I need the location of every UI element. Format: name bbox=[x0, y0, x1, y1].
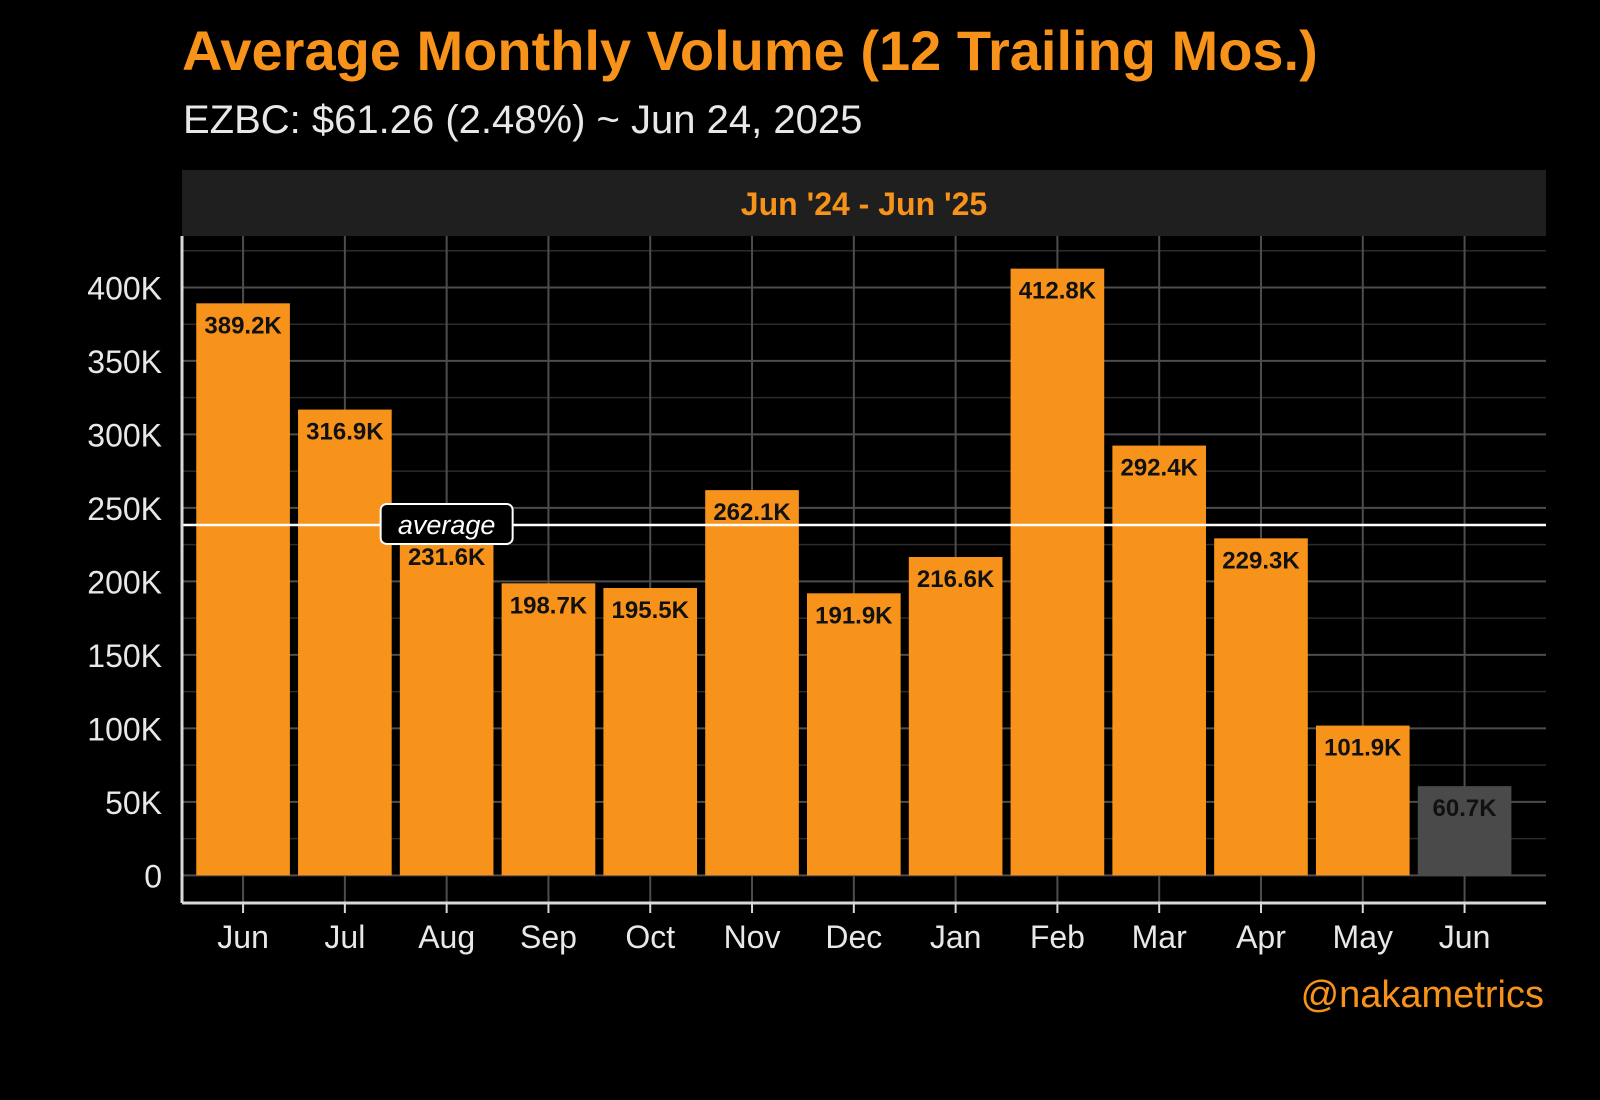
y-tick-label: 0 bbox=[144, 858, 162, 894]
bars bbox=[196, 268, 1512, 876]
bar-value-label: 262.1K bbox=[713, 499, 791, 526]
x-tick-label: Feb bbox=[1030, 919, 1085, 955]
bar bbox=[1417, 786, 1512, 876]
x-tick-label: Dec bbox=[825, 919, 882, 955]
bar-value-label: 412.8K bbox=[1019, 278, 1097, 305]
bar-value-label: 216.6K bbox=[917, 566, 995, 593]
bar bbox=[705, 490, 799, 876]
x-tick-label: Mar bbox=[1132, 919, 1187, 955]
value-labels: 389.2K 316.9K 231.6K 198.7K 195.5K 262.1K 191.… bbox=[204, 278, 1497, 823]
bar bbox=[501, 583, 596, 876]
bar-value-label: 389.2K bbox=[204, 312, 282, 339]
x-tick-label: Aug bbox=[418, 919, 475, 955]
credit-handle: @nakametrics bbox=[1300, 974, 1544, 1016]
panel-strip-label: Jun '24 - Jun '25 bbox=[741, 186, 987, 222]
x-tick-label: Sep bbox=[520, 919, 577, 955]
bar-value-label: 292.4K bbox=[1120, 455, 1198, 482]
bar-value-label: 60.7K bbox=[1433, 795, 1498, 822]
bar bbox=[298, 409, 392, 876]
bar-value-label: 229.3K bbox=[1222, 547, 1300, 574]
bar bbox=[1010, 268, 1105, 876]
y-tick-label: 250K bbox=[87, 491, 162, 527]
bar bbox=[1112, 445, 1207, 876]
y-tick-label: 350K bbox=[87, 344, 162, 380]
x-tick-label: Oct bbox=[625, 919, 675, 955]
y-tick-label: 50K bbox=[105, 785, 162, 821]
y-tick-label: 100K bbox=[87, 711, 162, 747]
y-tick-label: 300K bbox=[87, 417, 162, 453]
chart-subtitle: EZBC: $61.26 (2.48%) ~ Jun 24, 2025 bbox=[183, 98, 863, 142]
y-tick-label: 150K bbox=[87, 638, 162, 674]
x-tick-label: Jun bbox=[217, 919, 269, 955]
x-tick-label: Nov bbox=[724, 919, 781, 955]
x-tick-label: Apr bbox=[1236, 919, 1286, 955]
x-tick-label: Jun bbox=[1439, 919, 1491, 955]
y-tick-label: 400K bbox=[87, 270, 162, 306]
bar bbox=[603, 588, 698, 876]
bar bbox=[1214, 538, 1308, 876]
bar-value-label: 195.5K bbox=[612, 597, 690, 624]
bar-value-label: 198.7K bbox=[510, 592, 588, 619]
average-label-box bbox=[379, 502, 514, 545]
chart-title: Average Monthly Volume (12 Trailing Mos.… bbox=[182, 19, 1318, 82]
bar-value-label: 191.9K bbox=[815, 602, 893, 629]
average-marker: average bbox=[182, 502, 1546, 545]
bar bbox=[196, 303, 290, 876]
x-tick-label: May bbox=[1333, 919, 1393, 955]
bar bbox=[1315, 725, 1410, 876]
bar bbox=[806, 593, 901, 876]
axes: 0 50K 100K 150K 200K 250K 300K 350K 400K Jun Jul Au… bbox=[87, 236, 1546, 955]
average-label: average bbox=[398, 510, 496, 540]
bar-value-label: 101.9K bbox=[1324, 735, 1402, 762]
bar-value-label: 316.9K bbox=[306, 419, 384, 446]
x-tick-label: Jan bbox=[930, 919, 982, 955]
bar-value-label: 231.6K bbox=[408, 544, 486, 571]
x-tick-label: Jul bbox=[324, 919, 365, 955]
bar bbox=[399, 534, 494, 876]
panel-strip bbox=[182, 170, 1546, 236]
bar bbox=[908, 557, 1003, 876]
y-tick-label: 200K bbox=[87, 564, 162, 600]
